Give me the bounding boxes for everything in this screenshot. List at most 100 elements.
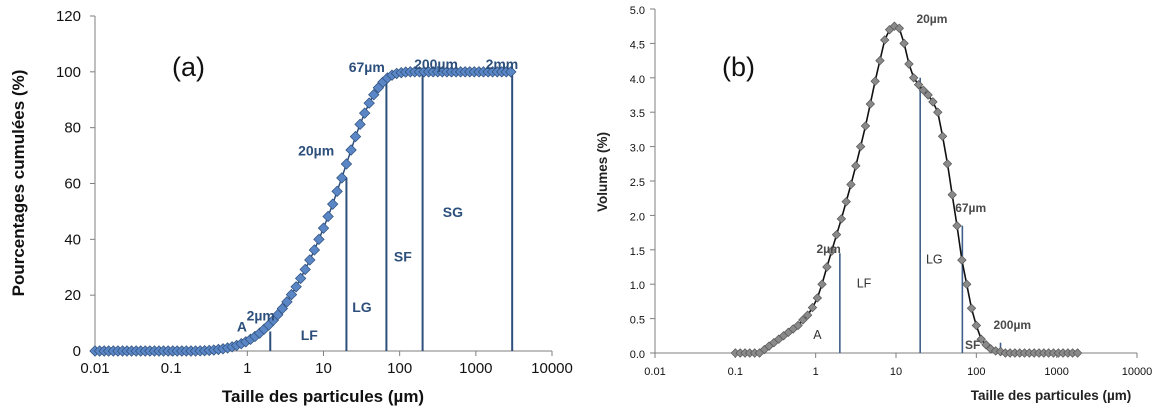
data-point <box>294 272 307 285</box>
data-point <box>846 179 856 190</box>
data-point <box>947 190 957 200</box>
annotation-label: 2mm <box>486 56 519 72</box>
y-tick-label: 4.0 <box>630 74 645 86</box>
data-point <box>904 59 914 69</box>
panel-b-chart: 0.01 0.1 1 10 100 1000 10000 0.0 0.5 1.0 1.5 2.0 2.5… <box>595 5 1152 403</box>
data-point <box>981 340 991 350</box>
data-point <box>865 99 876 109</box>
data-point <box>285 288 298 301</box>
data-point <box>928 97 938 107</box>
data-point <box>368 89 380 101</box>
data-point <box>290 281 302 293</box>
y-tick-label: 100 <box>56 64 81 81</box>
x-tick-label: 1000 <box>1044 366 1068 378</box>
data-point <box>962 279 972 289</box>
data-point <box>331 185 343 198</box>
data-point <box>908 73 919 83</box>
annotation-label: SF <box>965 338 980 352</box>
data-point <box>841 196 851 207</box>
annotation-label: 20µm <box>298 143 334 159</box>
annotation-label: LF <box>857 277 872 291</box>
y-axis-title: Volumes (%) <box>595 132 610 212</box>
data-point <box>870 76 880 86</box>
x-axis-title: Taille des particules (µm) <box>222 387 424 406</box>
data-point <box>966 303 977 313</box>
panel-a-chart: 0.01 0.1 1 10 100 1000 10000 0 20 40 60 80 100 120 Tai… <box>9 8 573 406</box>
data-point <box>899 38 909 49</box>
series-line <box>735 25 1078 354</box>
data-point <box>358 107 371 119</box>
data-point <box>952 221 962 231</box>
data-point <box>812 293 823 303</box>
data-point <box>976 334 986 344</box>
annotation-label: A <box>237 318 247 334</box>
x-tick-label: 0.01 <box>644 366 665 378</box>
data-point <box>276 302 289 315</box>
y-tick-label: 4.5 <box>630 39 645 51</box>
y-tick-label: 120 <box>56 8 81 25</box>
y-tick-label: 1.5 <box>630 246 645 258</box>
data-point <box>349 130 362 143</box>
panel-label: (a) <box>172 52 205 82</box>
y-tick-label: 3.5 <box>630 108 645 120</box>
x-tick-label: 1 <box>243 360 251 377</box>
data-point <box>304 254 316 266</box>
annotation-label: SF <box>394 249 412 265</box>
data-point <box>317 222 330 234</box>
data-point <box>802 310 813 320</box>
y-tick-label: 40 <box>64 231 81 248</box>
y-tick-label: 0 <box>73 343 81 360</box>
y-tick-label: 0.5 <box>630 315 645 327</box>
panel-label: (b) <box>722 52 755 82</box>
annotation-label: 67µm <box>955 201 986 215</box>
annotation-label: 200µm <box>414 56 458 72</box>
data-point <box>281 296 293 308</box>
x-tick-label: 0.1 <box>161 360 182 377</box>
x-tick-label: 1 <box>813 366 819 378</box>
annotation-label: 20µm <box>916 12 947 26</box>
x-tick-label: 10 <box>315 360 332 377</box>
data-point <box>822 262 832 272</box>
annotation-label: 200µm <box>993 318 1031 332</box>
data-point <box>299 263 311 276</box>
data-point <box>836 214 847 224</box>
x-tick-label: 10000 <box>1122 366 1153 378</box>
data-point <box>855 141 866 152</box>
data-point <box>971 320 982 331</box>
y-tick-label: 60 <box>64 176 81 193</box>
x-tick-label: 1000 <box>459 360 492 377</box>
data-point <box>923 90 933 100</box>
y-tick-label: 1.0 <box>630 280 645 292</box>
data-point <box>326 198 339 210</box>
x-tick-label: 10 <box>890 366 902 378</box>
data-point <box>322 210 334 223</box>
data-point <box>942 159 953 169</box>
data-point <box>831 229 842 240</box>
data-point <box>889 21 900 31</box>
annotation-label: LG <box>926 253 943 267</box>
data-point <box>798 315 808 325</box>
data-point <box>308 244 321 256</box>
x-tick-label: 10000 <box>531 360 573 377</box>
data-point <box>913 79 924 90</box>
y-tick-label: 80 <box>64 120 81 137</box>
data-point <box>336 172 348 184</box>
data-point <box>807 302 818 313</box>
annotation-label: A <box>813 328 822 342</box>
x-tick-label: 100 <box>387 360 412 377</box>
x-tick-label: 100 <box>967 366 985 378</box>
data-point <box>918 85 929 95</box>
data-point <box>851 161 861 171</box>
data-point <box>793 320 803 331</box>
data-point <box>894 23 905 33</box>
annotation-label: SG <box>443 204 463 220</box>
annotation-label: LF <box>301 327 319 343</box>
data-point <box>1072 348 1083 358</box>
annotation-label: LG <box>352 299 372 315</box>
data-point <box>986 344 996 354</box>
y-tick-label: 3.0 <box>630 143 645 155</box>
data-point <box>995 346 1006 357</box>
y-tick-label: 5.0 <box>630 5 645 17</box>
x-axis-title: Taille des particules (µm) <box>971 388 1132 403</box>
